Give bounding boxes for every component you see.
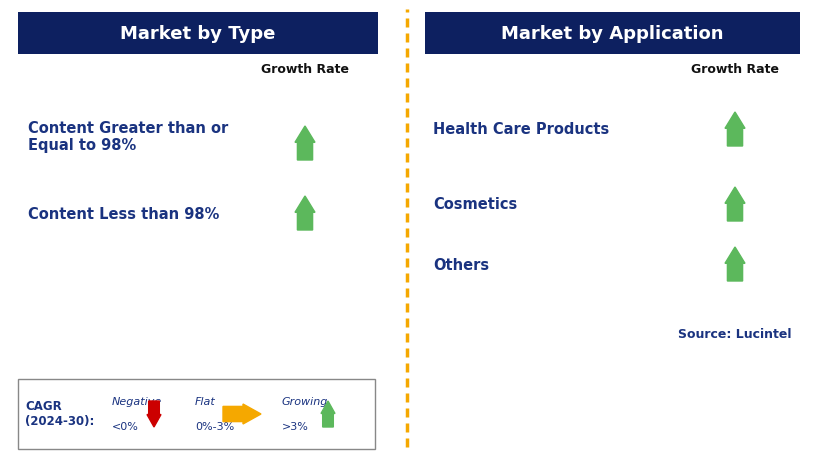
Text: Growing: Growing <box>282 396 328 406</box>
FancyBboxPatch shape <box>18 379 375 449</box>
Text: Content Less than 98%: Content Less than 98% <box>28 207 219 222</box>
Text: Content Greater than or
Equal to 98%: Content Greater than or Equal to 98% <box>28 121 228 153</box>
Text: Growth Rate: Growth Rate <box>691 63 779 76</box>
Polygon shape <box>725 247 745 281</box>
Text: Market by Application: Market by Application <box>501 25 724 43</box>
Polygon shape <box>147 401 161 427</box>
FancyBboxPatch shape <box>425 13 800 55</box>
Text: 0%-3%: 0%-3% <box>195 421 234 431</box>
Polygon shape <box>223 404 261 424</box>
Polygon shape <box>295 196 315 230</box>
Text: >3%: >3% <box>282 421 309 431</box>
Polygon shape <box>295 127 315 161</box>
Text: Others: Others <box>433 257 489 272</box>
Text: Flat: Flat <box>195 396 216 406</box>
Polygon shape <box>725 188 745 222</box>
Text: <0%: <0% <box>112 421 139 431</box>
Polygon shape <box>725 113 745 147</box>
Text: Health Care Products: Health Care Products <box>433 122 609 137</box>
Text: Cosmetics: Cosmetics <box>433 197 517 212</box>
Text: Source: Lucintel: Source: Lucintel <box>678 328 792 341</box>
FancyBboxPatch shape <box>18 13 378 55</box>
Text: CAGR
(2024-30):: CAGR (2024-30): <box>25 399 94 427</box>
Text: Growth Rate: Growth Rate <box>261 63 349 76</box>
Polygon shape <box>321 401 335 427</box>
Text: Negative: Negative <box>112 396 162 406</box>
Text: Market by Type: Market by Type <box>120 25 276 43</box>
